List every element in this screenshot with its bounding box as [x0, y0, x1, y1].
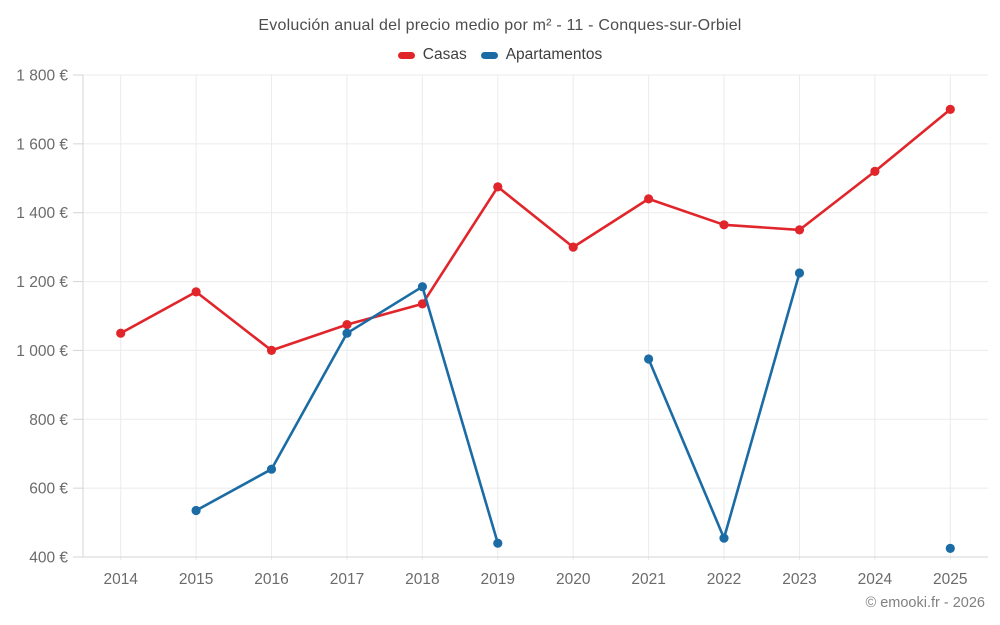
x-axis-label-2014: 2014 — [103, 571, 138, 588]
x-axis-label-2021: 2021 — [631, 571, 665, 588]
apartamentos-point-2015[interactable] — [191, 505, 201, 516]
x-axis-label-2022: 2022 — [707, 571, 741, 588]
apartamentos-point-2016[interactable] — [266, 464, 277, 474]
apartamentos-point-2023[interactable] — [794, 268, 805, 278]
legend-item-apartamentos[interactable]: Apartamentos — [480, 46, 603, 64]
x-axis-label-2025: 2025 — [933, 571, 967, 588]
x-axis-label-2016: 2016 — [254, 571, 288, 588]
apartamentos-point-2025[interactable] — [945, 543, 955, 554]
legend-label-casas: Casas — [422, 46, 467, 63]
casas-point-2019[interactable] — [493, 182, 503, 192]
apartamentos-point-2019[interactable] — [493, 538, 503, 548]
casas-point-2023[interactable] — [794, 225, 805, 235]
y-axis-label-1600: 1 600 € — [16, 136, 68, 153]
casas-point-2024[interactable] — [870, 166, 880, 176]
y-axis-label-1200: 1 200 € — [16, 274, 68, 291]
x-axis-label-2015: 2015 — [179, 571, 213, 588]
y-axis-label-1000: 1 000 € — [16, 343, 68, 360]
x-axis-label-2024: 2024 — [858, 571, 893, 588]
legend-item-casas[interactable]: Casas — [397, 46, 467, 64]
x-axis-label-2017: 2017 — [330, 571, 364, 588]
casas-point-2017[interactable] — [342, 320, 352, 330]
apartamentos-legend-swatch-icon — [480, 51, 498, 59]
casas-point-2014[interactable] — [116, 328, 126, 338]
x-axis-label-2020: 2020 — [556, 571, 591, 588]
casas-point-2021[interactable] — [644, 194, 654, 204]
y-axis-label-400: 400 € — [29, 550, 68, 567]
y-axis-label-1800: 1 800 € — [16, 68, 68, 85]
apartamentos-point-2017[interactable] — [342, 328, 352, 338]
casas-point-2016[interactable] — [266, 345, 277, 355]
x-axis-label-2019: 2019 — [481, 571, 515, 588]
casas-point-2018[interactable] — [417, 299, 427, 309]
y-axis-label-800: 800 € — [29, 412, 68, 429]
y-axis-label-600: 600 € — [29, 481, 68, 498]
chart-title: Evolución anual del precio medio por m² … — [258, 17, 742, 34]
apartamentos-point-2022[interactable] — [719, 533, 729, 543]
casas-line — [119, 108, 952, 352]
x-axis-label-2018: 2018 — [405, 571, 439, 588]
casas-legend-swatch-icon — [397, 51, 415, 59]
apartamentos-point-2021[interactable] — [644, 354, 654, 364]
x-axis-label-2023: 2023 — [782, 571, 816, 588]
casas-point-2025[interactable] — [945, 104, 955, 114]
legend-label-apartamentos: Apartamentos — [505, 46, 603, 63]
casas-point-2020[interactable] — [568, 242, 578, 252]
y-axis-label-1400: 1 400 € — [16, 205, 68, 222]
chart-legend: Casas Apartamentos — [0, 46, 1000, 64]
casas-point-2015[interactable] — [191, 287, 201, 297]
chart-footer-credit: © emooki.fr - 2026 — [865, 595, 985, 611]
casas-point-2022[interactable] — [719, 220, 729, 230]
apartamentos-point-2018[interactable] — [417, 282, 427, 292]
